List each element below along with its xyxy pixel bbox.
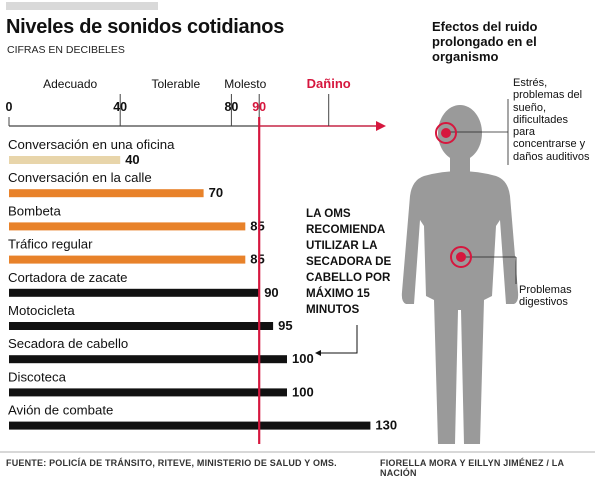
head-marker-dot bbox=[441, 128, 451, 138]
bar bbox=[9, 189, 204, 198]
zone-label: Tolerable bbox=[151, 77, 200, 91]
bar-category-label: Avión de combate bbox=[8, 403, 113, 418]
stomach-effects-note: Problemas digestivos bbox=[519, 284, 572, 309]
bar bbox=[9, 156, 121, 164]
tick-label: 90 bbox=[252, 100, 266, 114]
tick-label: 0 bbox=[6, 100, 13, 114]
zone-label: Molesto bbox=[224, 77, 266, 91]
human-body-figure bbox=[401, 105, 519, 444]
oms-pointer-arrow bbox=[315, 350, 321, 356]
bar bbox=[9, 421, 371, 430]
zone-label: Dañino bbox=[307, 76, 351, 91]
bar bbox=[9, 355, 287, 364]
head-marker-ring bbox=[435, 122, 457, 144]
bar bbox=[9, 255, 246, 264]
bar-value-label: 70 bbox=[209, 185, 223, 200]
tick-label: 80 bbox=[224, 100, 238, 114]
tick-label: 40 bbox=[113, 100, 127, 114]
page-subtitle: CIFRAS EN DECIBELES bbox=[7, 44, 125, 56]
bar-category-label: Conversación en la calle bbox=[8, 170, 152, 185]
bar-value-label: 85 bbox=[250, 218, 264, 233]
page-title: Niveles de sonidos cotidianos bbox=[6, 16, 285, 38]
zone-label: Adecuado bbox=[43, 77, 97, 91]
bar-category-label: Tráfico regular bbox=[8, 237, 93, 252]
bar-category-label: Secadora de cabello bbox=[8, 336, 128, 351]
bar bbox=[9, 322, 274, 330]
bar-category-label: Bombeta bbox=[8, 203, 61, 218]
oms-pointer-line bbox=[320, 325, 358, 354]
source-note: FUENTE: POLICÍA DE TRÁNSITO, RITEVE, MIN… bbox=[6, 458, 337, 468]
bar-value-label: 85 bbox=[250, 252, 264, 267]
head-effects-note: Estrés, problemas del sueño, dificultade… bbox=[513, 77, 590, 163]
bar-value-label: 40 bbox=[125, 152, 139, 167]
bar-category-label: Conversación en una oficina bbox=[8, 137, 175, 152]
bar-value-label: 100 bbox=[292, 351, 314, 366]
stomach-marker-ring bbox=[450, 246, 472, 268]
bar bbox=[9, 288, 260, 297]
bar-value-label: 130 bbox=[375, 418, 397, 433]
stomach-marker-dot bbox=[456, 252, 466, 262]
bar bbox=[9, 222, 246, 231]
x-axis-arrow bbox=[376, 121, 386, 131]
effects-title: Efectos del ruido prolongado en el organ… bbox=[432, 19, 538, 64]
credit-note: FIORELLA MORA Y EILLYN JIMÉNEZ / LA NACI… bbox=[380, 458, 564, 478]
bar-category-label: Discoteca bbox=[8, 369, 67, 384]
bar-category-label: Motocicleta bbox=[8, 303, 75, 318]
bar-value-label: 90 bbox=[264, 285, 278, 300]
bar-category-label: Cortadora de zacate bbox=[8, 270, 128, 285]
bar-value-label: 100 bbox=[292, 384, 314, 399]
top-bar bbox=[6, 2, 158, 10]
bar bbox=[9, 388, 287, 397]
bar-value-label: 95 bbox=[278, 318, 292, 333]
oms-recommendation-note: LA OMS RECOMIENDA UTILIZAR LA SECADORA D… bbox=[306, 207, 392, 316]
